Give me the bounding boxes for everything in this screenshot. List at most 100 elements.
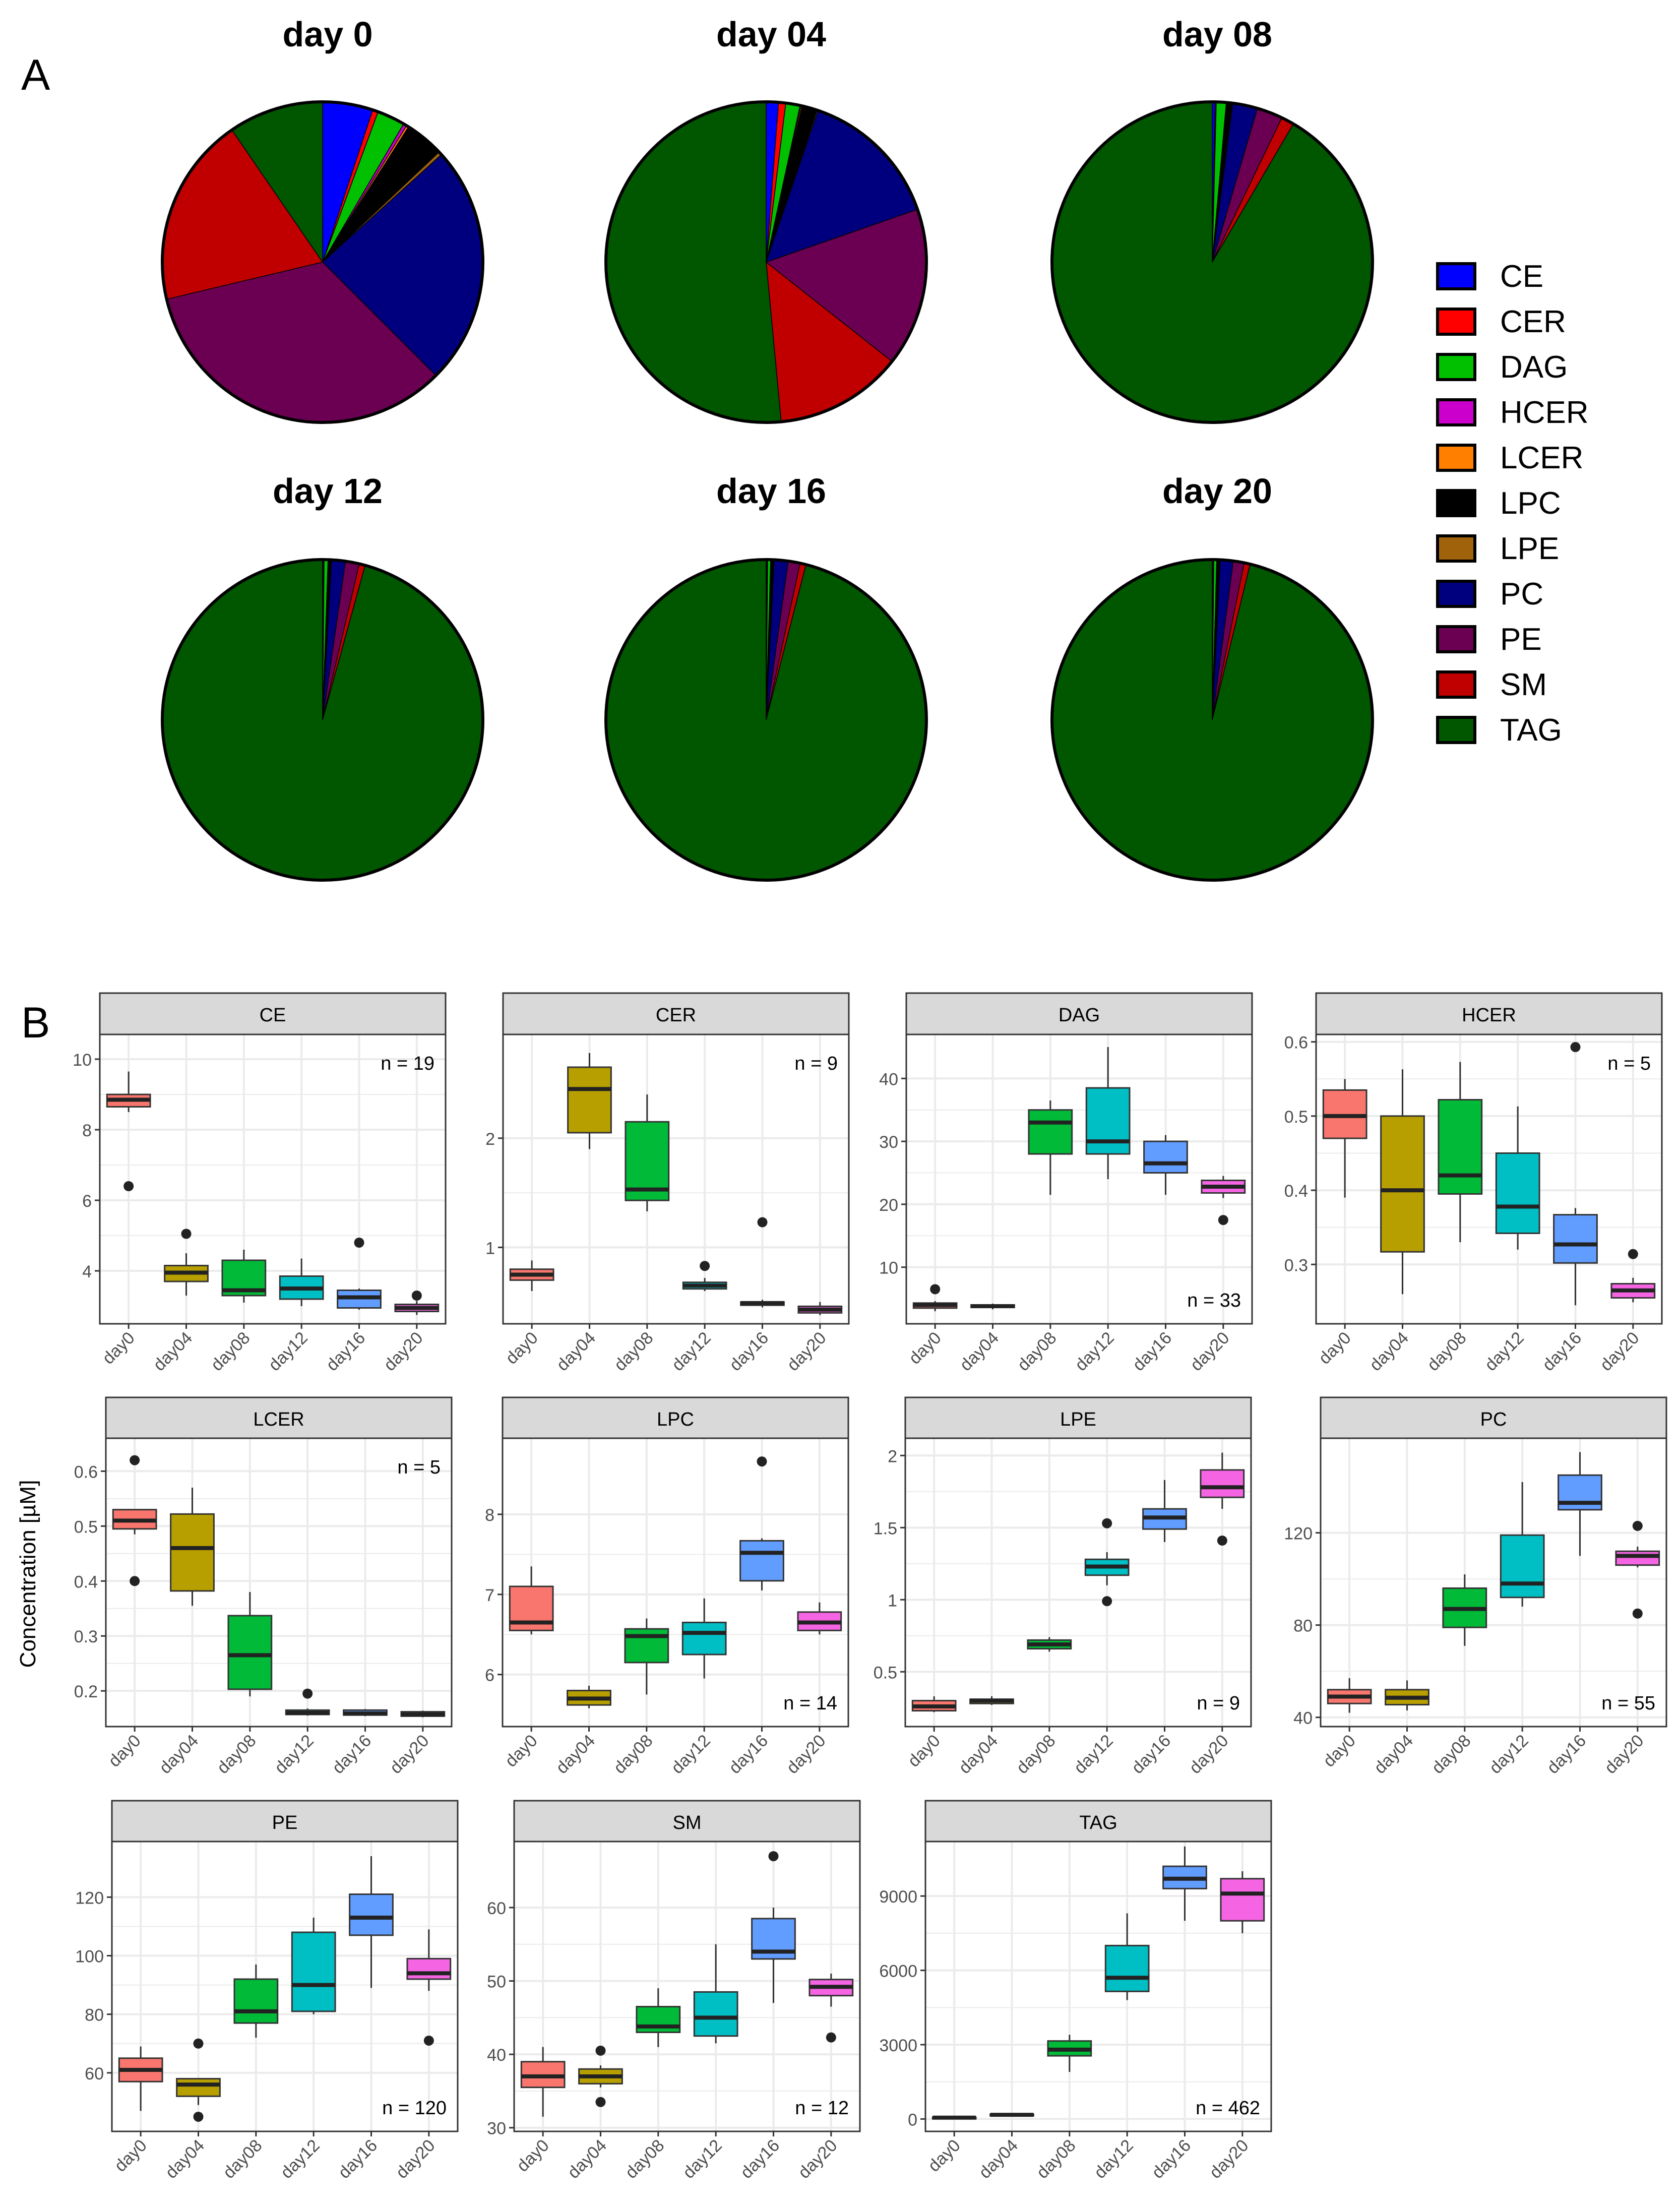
box-day20 bbox=[808, 1974, 854, 2043]
legend-swatch-pe bbox=[1436, 625, 1476, 653]
x-tick-label: day04 bbox=[162, 2136, 208, 2182]
y-tick-label: 0 bbox=[908, 2110, 917, 2129]
y-tick-label: 10 bbox=[73, 1051, 92, 1070]
y-tick-label: 50 bbox=[487, 1973, 506, 1992]
x-tick-label: day12 bbox=[667, 1731, 714, 1778]
y-tick-label: 6 bbox=[82, 1192, 92, 1211]
facet-lpe: LPE n = 9 0.5 1 1.5 2 day0 day04 day08 day12 day16… bbox=[874, 1396, 1252, 1778]
x-tick-label: day20 bbox=[794, 2136, 841, 2182]
pie-day-12: day 12 bbox=[161, 471, 484, 882]
box-day12 bbox=[681, 1598, 727, 1679]
facet-title: LPC bbox=[657, 1409, 694, 1430]
x-tick-label: day04 bbox=[1366, 1328, 1412, 1375]
legend-swatch-pc bbox=[1436, 580, 1476, 608]
box-day0 bbox=[509, 1566, 554, 1635]
box-day04 bbox=[567, 1685, 611, 1708]
legend-swatch-sm bbox=[1436, 670, 1476, 699]
pie-title: day 16 bbox=[716, 471, 826, 511]
legend-item-hcer: HCER bbox=[1436, 395, 1589, 430]
y-tick-label: 0.6 bbox=[1284, 1033, 1308, 1053]
y-tick-label: 3000 bbox=[879, 2036, 917, 2055]
box-day12 bbox=[279, 1258, 324, 1306]
outlier-point bbox=[411, 1291, 422, 1301]
plot-background bbox=[925, 1842, 1271, 2131]
box-iqr bbox=[1085, 1087, 1131, 1155]
box-day20 bbox=[797, 1602, 842, 1635]
x-tick-label: day16 bbox=[1539, 1328, 1585, 1375]
plot-border bbox=[1320, 1437, 1667, 1728]
box-iqr bbox=[1615, 1550, 1660, 1566]
outlier-point bbox=[826, 2032, 836, 2043]
legend-label: DAG bbox=[1500, 350, 1568, 385]
x-tick-label: day20 bbox=[783, 1731, 829, 1778]
outlier-point bbox=[1218, 1215, 1228, 1225]
y-tick-label: 9000 bbox=[879, 1887, 917, 1907]
plot-border bbox=[924, 1841, 1272, 2132]
outlier-point bbox=[423, 2035, 434, 2046]
box-iqr bbox=[625, 1121, 670, 1201]
box-day12 bbox=[693, 1944, 738, 2044]
outlier-point bbox=[930, 1284, 941, 1295]
facet-title: SM bbox=[673, 1812, 702, 1833]
plot-background bbox=[503, 1438, 848, 1727]
panel-a-label: A bbox=[21, 51, 50, 99]
box-day20 bbox=[394, 1291, 440, 1315]
box-day08 bbox=[233, 1964, 279, 2038]
box-day16 bbox=[740, 1217, 785, 1308]
outlier-point bbox=[1570, 1042, 1581, 1053]
x-tick-label: day04 bbox=[955, 1731, 1002, 1778]
facet-strip bbox=[924, 1800, 1272, 1843]
x-tick-label: day20 bbox=[1601, 1731, 1647, 1778]
box-iqr bbox=[291, 1931, 336, 2012]
box-iqr bbox=[1143, 1140, 1188, 1174]
sample-size-label: n = 5 bbox=[1607, 1053, 1651, 1074]
facet-title: DAG bbox=[1059, 1005, 1100, 1026]
outlier-point bbox=[757, 1217, 768, 1228]
x-tick-label: day04 bbox=[552, 1731, 599, 1778]
x-tick-label: day16 bbox=[323, 1328, 369, 1375]
legend-item-lpe: LPE bbox=[1436, 531, 1559, 566]
legend-swatch-ce bbox=[1436, 262, 1476, 290]
facet-sm: SM n = 12 30 40 50 60 day0 day04 day08 day12 day16… bbox=[487, 1800, 861, 2182]
x-tick-label: day16 bbox=[725, 1731, 772, 1778]
facet-title: CER bbox=[656, 1005, 696, 1026]
facet-strip bbox=[105, 1396, 453, 1439]
y-tick-label: 30 bbox=[879, 1133, 898, 1152]
box-day16 bbox=[1553, 1042, 1598, 1306]
y-tick-label: 40 bbox=[1293, 1709, 1313, 1728]
box-day20 bbox=[797, 1302, 843, 1315]
facet-title: LPE bbox=[1060, 1409, 1096, 1430]
x-tick-label: day12 bbox=[1071, 1328, 1117, 1375]
y-tick-label: 1.5 bbox=[874, 1519, 897, 1538]
facet-strip bbox=[502, 1396, 849, 1439]
box-day20 bbox=[1200, 1452, 1245, 1546]
box-day20 bbox=[1201, 1176, 1246, 1225]
box-iqr bbox=[1380, 1115, 1425, 1253]
y-tick-label: 1 bbox=[485, 1239, 495, 1258]
box-day08 bbox=[1442, 1574, 1487, 1646]
legend-label: SM bbox=[1500, 667, 1547, 702]
outlier-point bbox=[302, 1688, 313, 1699]
box-iqr bbox=[170, 1513, 215, 1592]
x-tick-label: day20 bbox=[392, 2136, 439, 2182]
outlier-point bbox=[193, 2111, 204, 2122]
x-tick-label: day04 bbox=[956, 1328, 1003, 1375]
x-tick-label: day04 bbox=[553, 1328, 599, 1375]
box-day08 bbox=[1028, 1100, 1073, 1195]
x-tick-label: day20 bbox=[380, 1328, 426, 1375]
facet-title: LCER bbox=[253, 1409, 304, 1430]
x-tick-label: day0 bbox=[502, 1731, 541, 1771]
box-day0 bbox=[1327, 1678, 1372, 1713]
box-day08 bbox=[1047, 2035, 1092, 2072]
y-tick-label: 120 bbox=[75, 1888, 104, 1908]
pie-day-0: day 0 bbox=[161, 15, 484, 424]
sample-size-label: n = 462 bbox=[1196, 2098, 1260, 2119]
box-day08 bbox=[625, 1094, 670, 1211]
box-day12 bbox=[285, 1688, 330, 1716]
x-tick-label: day12 bbox=[265, 1328, 311, 1375]
box-day04 bbox=[578, 2045, 623, 2107]
legend-item-pe: PE bbox=[1436, 622, 1542, 657]
box-day08 bbox=[636, 1988, 681, 2047]
x-tick-label: day16 bbox=[335, 2136, 381, 2182]
